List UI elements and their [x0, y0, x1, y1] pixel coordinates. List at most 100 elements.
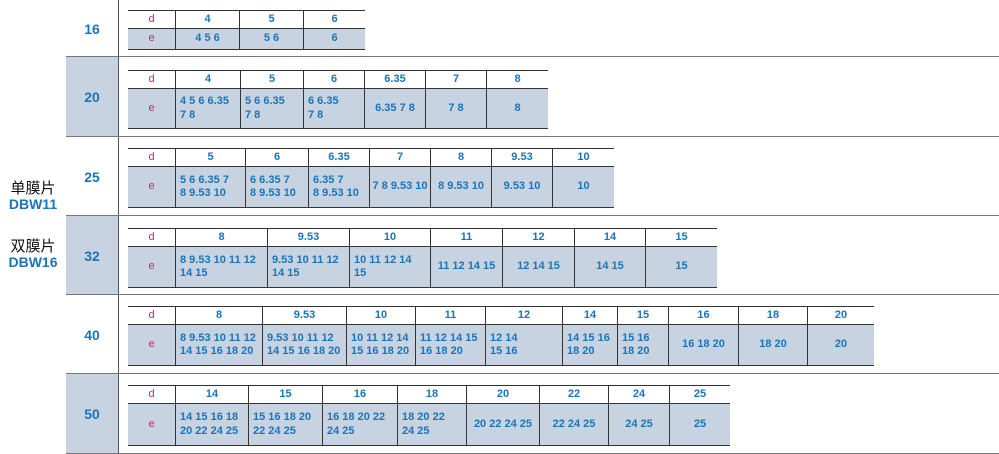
row-divider [66, 215, 999, 216]
row-divider [66, 136, 999, 137]
size-subtable: d 5 6 6.35 7 8 9.53 10 e 5 6 6.35 7 8 9.53 10 6 6.… [128, 148, 614, 208]
d-value-cell: 5 [241, 71, 304, 88]
e-value-cell: 18 20 [739, 325, 808, 365]
d-value-cell: 22 [540, 386, 609, 403]
e-value-cell: 22 24 25 [540, 404, 609, 445]
d-value-cell: 16 [323, 386, 398, 403]
size-label: 25 [84, 168, 100, 185]
e-label: e [128, 247, 176, 287]
e-row: e 14 15 16 18 20 22 24 25 15 16 18 20 22 2… [128, 404, 730, 446]
size-band [66, 374, 118, 454]
column-divider [118, 0, 119, 454]
d-value-cell: 15 [618, 307, 669, 324]
e-value-cell: 20 22 24 25 [467, 404, 540, 445]
d-row: d 4 5 6 6.35 7 8 [128, 71, 548, 89]
e-value-cell: 10 11 12 14 15 [350, 247, 431, 287]
e-label: e [128, 29, 176, 49]
model-label: 双膜片 DBW16 [0, 238, 66, 270]
d-value-cell: 10 [577, 150, 590, 163]
e-value-cell: 12 14 15 16 [486, 325, 563, 365]
d-label: d [128, 149, 176, 166]
d-value-cell: 8 [176, 229, 268, 246]
d-value-cell: 9.53 [492, 149, 553, 166]
d-value-cell: 8 [514, 72, 521, 85]
d-value-cell: 6 [304, 71, 365, 88]
d-value-cell: 25 [693, 387, 707, 400]
size-label: 16 [84, 20, 100, 37]
d-row: d 5 6 6.35 7 8 9.53 10 [128, 149, 614, 167]
d-value-cell: 6 [246, 149, 309, 166]
e-value-cell: 8 [514, 101, 521, 114]
d-row: d 8 9.53 10 11 12 14 15 16 18 20 [128, 307, 874, 325]
e-value-cell: 8 9.53 10 11 12 14 15 [176, 247, 268, 287]
model-code: DBW11 [8, 195, 58, 212]
e-value-cell: 12 14 15 [503, 247, 575, 287]
e-value-cell: 7 8 [426, 89, 487, 128]
e-value-cell: 6 6.35 7 8 [304, 89, 365, 128]
size-label: 32 [84, 247, 100, 264]
d-value-cell: 7 [370, 149, 431, 166]
e-value-cell: 10 [577, 180, 590, 193]
e-value-cell: 14 15 16 18 20 [563, 325, 618, 365]
e-value-cell: 6 [331, 32, 338, 45]
d-value-cell: 6.35 [309, 149, 370, 166]
e-label: e [128, 89, 176, 128]
e-value-cell: 11 12 14 15 16 18 20 [416, 325, 486, 365]
row-divider [66, 56, 999, 57]
size-label: 40 [84, 326, 100, 343]
d-label: d [128, 71, 176, 88]
e-value-cell: 10 11 12 14 15 16 18 20 [347, 325, 416, 365]
d-value-cell: 8 [176, 307, 263, 324]
e-value-cell: 6 6.35 7 8 9.53 10 [246, 167, 309, 207]
row-divider [66, 373, 999, 374]
d-label: d [128, 307, 176, 324]
d-value-cell: 18 [398, 386, 467, 403]
d-value-cell: 5 [176, 149, 246, 166]
e-value-cell: 8 9.53 10 [431, 167, 492, 207]
e-value-cell: 18 20 22 24 25 [398, 404, 467, 445]
d-label: d [128, 11, 176, 28]
e-value-cell: 14 15 16 18 20 22 24 25 [176, 404, 249, 445]
d-value-cell: 18 [739, 307, 808, 324]
e-value-cell: 20 [834, 338, 848, 351]
row-divider [66, 294, 999, 295]
d-value-cell: 11 [416, 307, 486, 324]
d-row: d 14 15 16 18 20 22 24 25 [128, 386, 730, 404]
e-value-cell: 4 5 6 6.35 7 8 [176, 89, 241, 128]
e-value-cell: 15 16 18 20 [618, 325, 669, 365]
e-value-cell: 6.35 7 8 [365, 89, 426, 128]
d-value-cell: 12 [486, 307, 563, 324]
model-label: 单膜片 DBW11 [0, 180, 66, 212]
e-value-cell: 15 [675, 260, 688, 273]
e-value-cell: 5 6 [240, 29, 304, 49]
e-value-cell: 8 9.53 10 11 12 14 15 16 18 20 [176, 325, 263, 365]
d-value-cell: 20 [834, 308, 848, 321]
e-value-cell: 9.53 10 11 12 14 15 16 18 20 [263, 325, 347, 365]
e-label: e [128, 167, 176, 207]
e-value-cell: 6.35 7 8 9.53 10 [309, 167, 370, 207]
d-label: d [128, 386, 176, 403]
size-band [66, 0, 118, 57]
e-value-cell: 15 16 18 20 22 24 25 [249, 404, 323, 445]
e-value-cell: 25 [693, 417, 707, 430]
d-value-cell: 14 [575, 229, 646, 246]
d-value-cell: 8 [431, 149, 492, 166]
d-label: d [128, 229, 176, 246]
e-value-cell: 9.53 10 11 12 14 15 [268, 247, 350, 287]
e-value-cell: 7 8 9.53 10 [370, 167, 431, 207]
e-value-cell: 11 12 14 15 [431, 247, 503, 287]
d-value-cell: 24 [609, 386, 670, 403]
e-label: e [128, 404, 176, 445]
size-label: 50 [84, 406, 100, 422]
d-value-cell: 11 [431, 229, 503, 246]
e-value-cell: 16 18 20 22 24 25 [323, 404, 398, 445]
d-value-cell: 7 [426, 71, 487, 88]
d-value-cell: 15 [249, 386, 323, 403]
size-band [66, 57, 118, 137]
